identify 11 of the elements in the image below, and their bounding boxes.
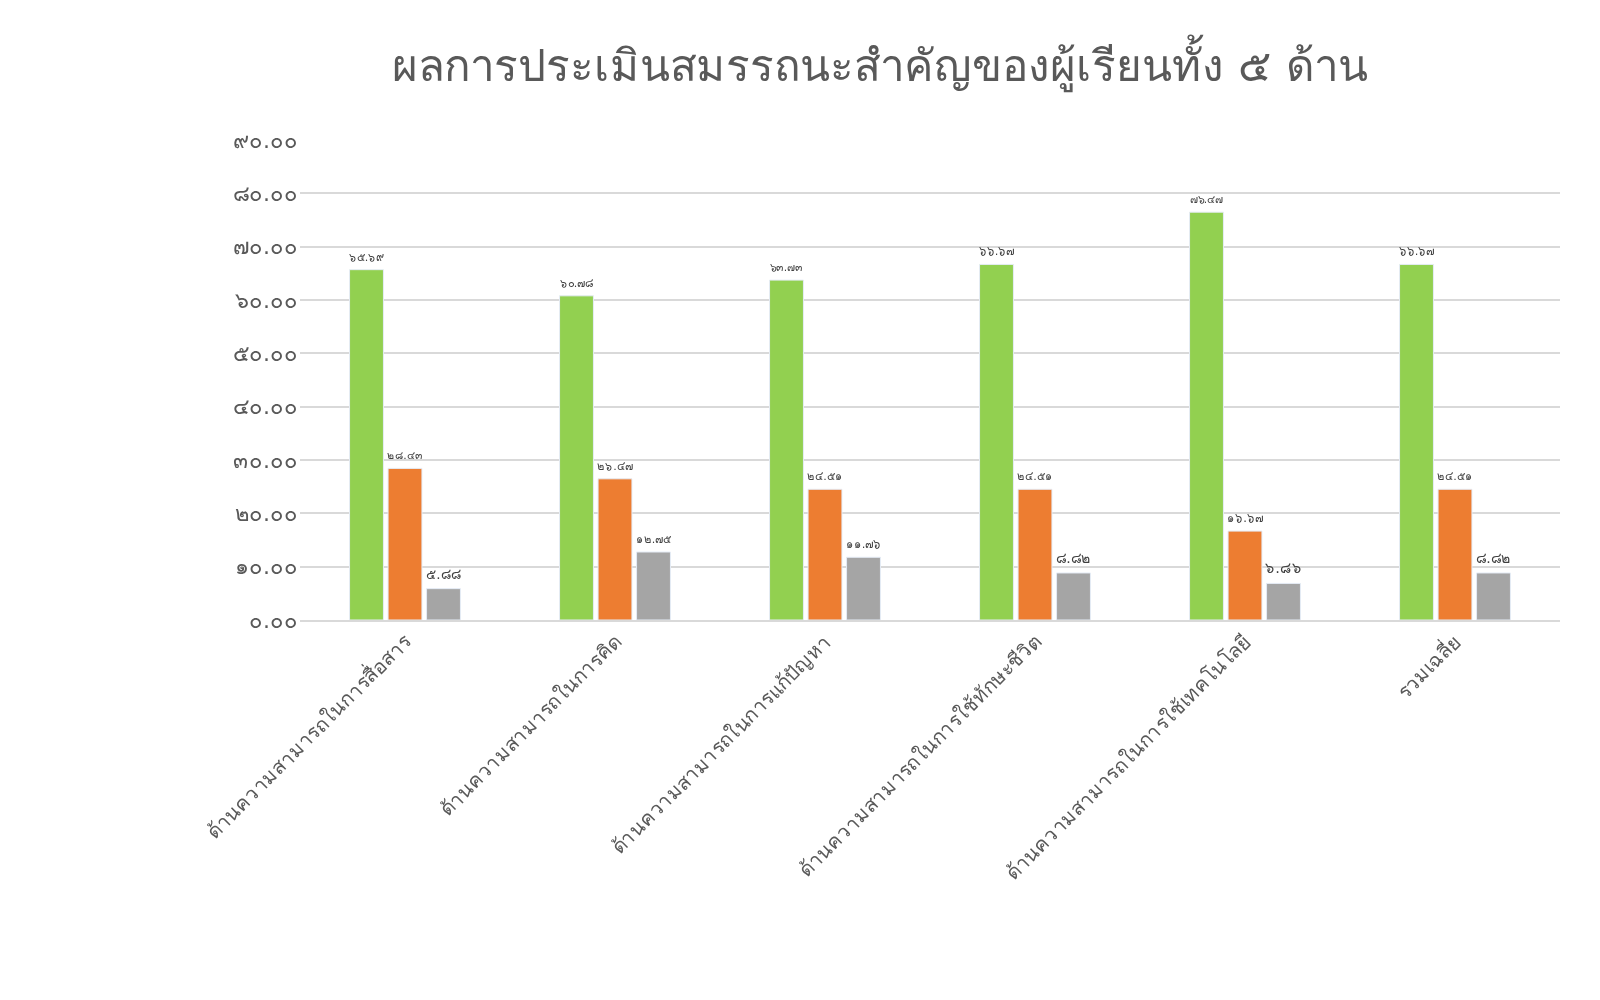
chart-title: ผลการประเมินสมรรถนะสำคัญของผู้เรียนทั้ง ๕ ด้าน — [392, 34, 1368, 93]
y-tick-label: ๘๐.๐๐ — [233, 181, 298, 208]
y-tick-label: ๕๐.๐๐ — [233, 341, 298, 368]
y-tick-label: ๒๐.๐๐ — [235, 501, 298, 528]
y-tick-label: ๑๐.๐๐ — [235, 554, 298, 581]
y-tick-label: ๖๐.๐๐ — [235, 287, 298, 314]
y-tick-label: ๗๐.๐๐ — [233, 234, 298, 261]
y-tick-label: ๓๐.๐๐ — [233, 447, 298, 474]
y-tick-label: ๐.๐๐ — [249, 607, 298, 634]
y-tick-label: ๙๐.๐๐ — [233, 127, 298, 154]
y-tick-label: ๔๐.๐๐ — [233, 394, 298, 421]
